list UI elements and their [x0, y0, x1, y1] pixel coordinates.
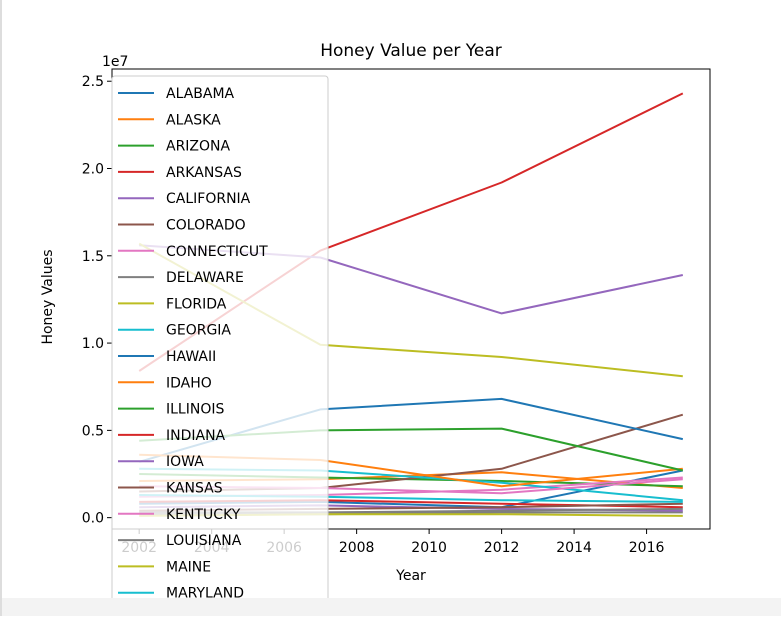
y-axis-label: Honey Values — [40, 249, 56, 344]
legend-label-11: IDAHO — [166, 375, 212, 391]
legend-label-1: ALASKA — [166, 112, 221, 128]
x-tick-label-5: 2012 — [484, 540, 520, 556]
legend-label-6: CONNECTICUT — [166, 244, 268, 260]
legend-label-18: MAINE — [166, 559, 211, 575]
legend-label-14: IOWA — [166, 454, 204, 470]
legend-label-0: ALABAMA — [166, 86, 235, 102]
legend-label-17: LOUISIANA — [166, 533, 242, 549]
legend-label-8: FLORIDA — [166, 296, 227, 312]
y-tick-label-0: 0.0 — [82, 511, 104, 527]
legend-label-3: ARKANSAS — [166, 165, 242, 181]
legend-label-2: ARIZONA — [166, 139, 231, 155]
legend-label-19: MARYLAND — [166, 586, 244, 602]
plot-area: 200220042006200820102012201420160.00.51.… — [82, 68, 711, 617]
y-tick-label-5: 2.5 — [82, 74, 104, 90]
x-tick-label-4: 2010 — [411, 540, 447, 556]
x-tick-label-3: 2008 — [339, 540, 375, 556]
legend-label-15: KANSAS — [166, 481, 223, 497]
y-axis-offset-label: 1e7 — [102, 54, 128, 70]
legend: ALABAMA ALASKA ARIZONA ARKANSAS CALIFORNIA CO… — [111, 75, 329, 617]
legend-label-12: ILLINOIS — [166, 402, 224, 418]
y-tick-label-4: 2.0 — [82, 162, 104, 178]
x-axis-label: Year — [395, 568, 426, 584]
legend-label-7: DELAWARE — [166, 270, 244, 286]
x-tick-label-6: 2014 — [556, 540, 592, 556]
legend-label-10: HAWAII — [166, 349, 216, 365]
legend-label-9: GEORGIA — [166, 323, 231, 339]
chart-title: Honey Value per Year — [320, 41, 502, 61]
x-tick-label-7: 2016 — [629, 540, 665, 556]
bottom-scroll-strip — [0, 598, 781, 616]
legend-label-13: INDIANA — [166, 428, 226, 444]
y-tick-label-3: 1.5 — [82, 249, 104, 265]
y-tick-label-2: 1.0 — [82, 336, 104, 352]
y-tick-label-1: 0.5 — [82, 423, 104, 439]
legend-label-4: CALIFORNIA — [166, 191, 251, 207]
legend-label-16: KENTUCKY — [166, 507, 241, 523]
legend-label-5: COLORADO — [166, 218, 246, 234]
left-window-border — [0, 0, 2, 616]
